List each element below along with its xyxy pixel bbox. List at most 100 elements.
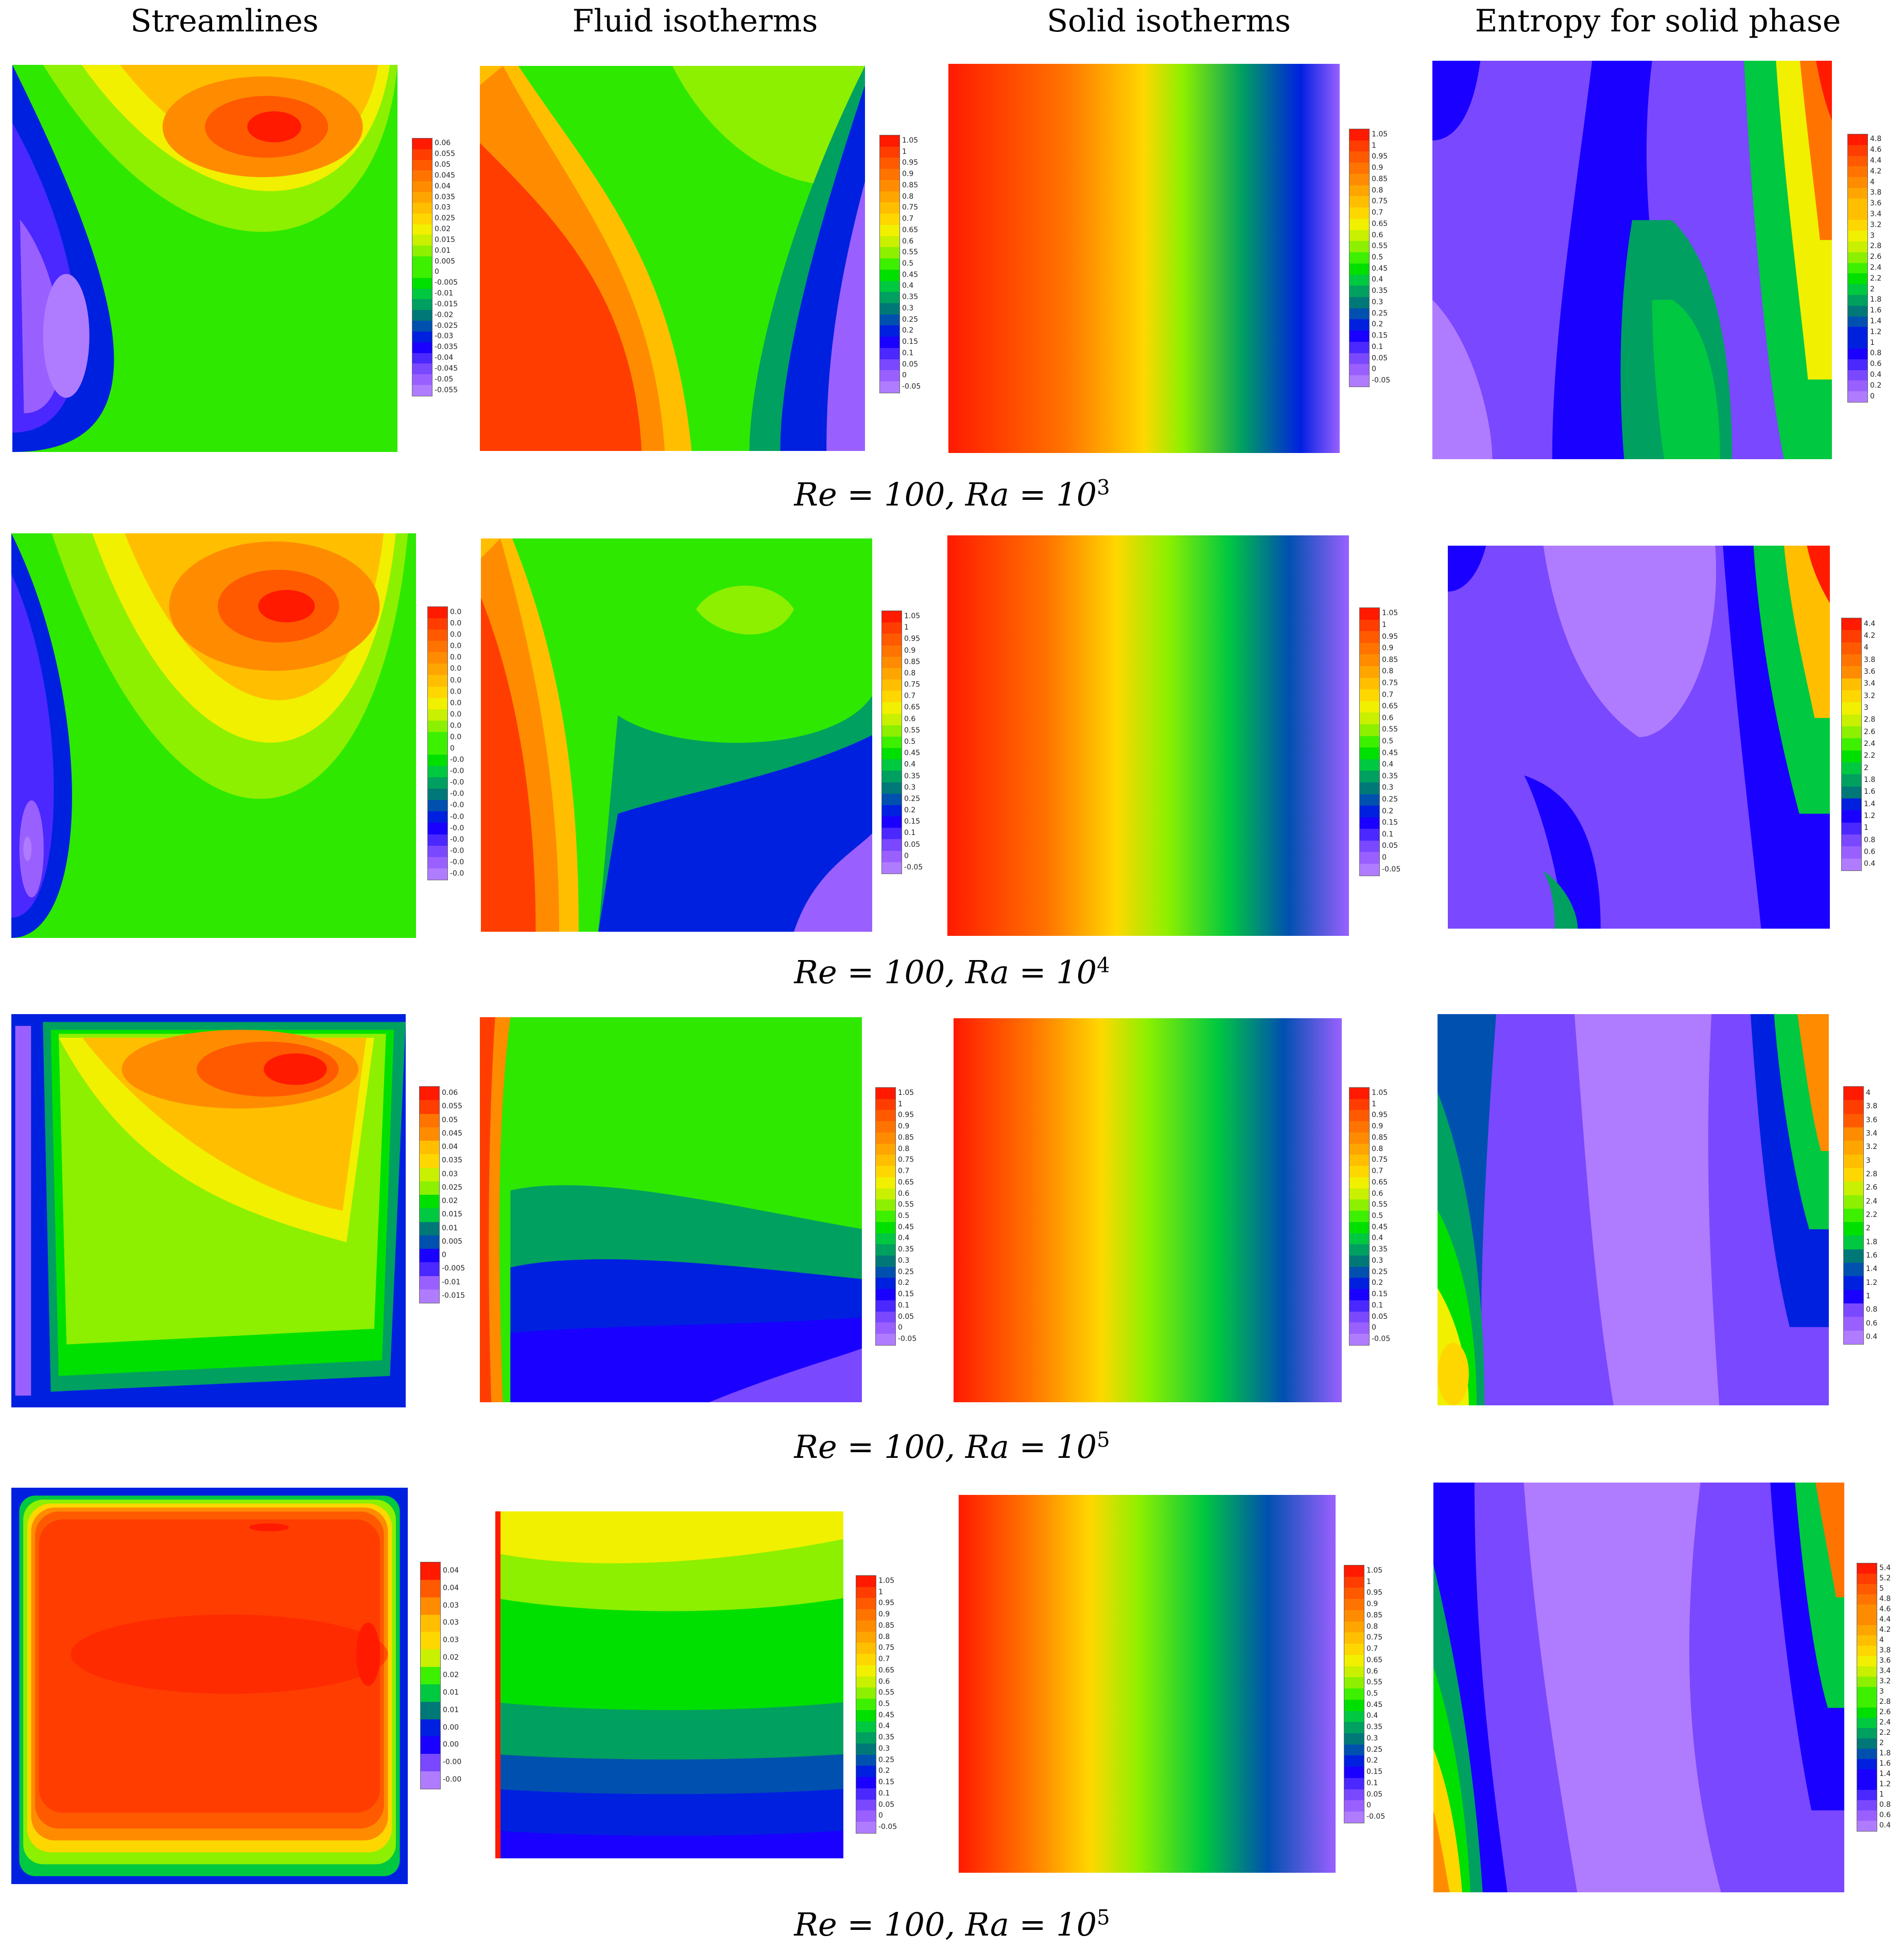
colorbar-band xyxy=(412,149,432,160)
colorbar-tick-label: 0.0 xyxy=(450,642,462,651)
colorbar-band xyxy=(856,1620,876,1632)
colorbar-band xyxy=(856,1587,876,1598)
colorbar-band xyxy=(428,641,447,653)
colorbar-band xyxy=(1842,702,1861,715)
colorbar-band xyxy=(421,1701,440,1719)
colorbar-band xyxy=(428,675,447,687)
colorbar-band xyxy=(1848,273,1867,285)
colorbar-tick-label: 0.05 xyxy=(904,840,921,849)
colorbar-band xyxy=(1844,1330,1863,1344)
colorbar-band xyxy=(412,299,432,310)
colorbar-tick-label: 0.1 xyxy=(898,1301,910,1310)
colorbar-band xyxy=(1349,341,1369,353)
colorbar-band xyxy=(880,292,899,304)
colorbar-tick-label: 0 xyxy=(902,371,907,380)
colorbar-tick-label: 0.55 xyxy=(1372,242,1388,251)
colorbar-band xyxy=(428,845,447,857)
colorbar-band xyxy=(412,170,432,182)
colorbar-band xyxy=(1857,1810,1877,1821)
colorbar-band xyxy=(1349,196,1369,208)
colorbar-tick-label: 3 xyxy=(1866,1156,1871,1165)
colorbar-tick-label: 1.05 xyxy=(1366,1566,1383,1575)
colorbar-band xyxy=(1360,817,1379,829)
colorbar-band xyxy=(1842,714,1861,726)
colorbar-tick-label: 0.55 xyxy=(902,248,919,257)
colorbar-band xyxy=(880,269,899,281)
colorbar-tick-label: 0.75 xyxy=(902,203,919,212)
colorbar-band xyxy=(1857,1605,1877,1615)
colorbar-band xyxy=(1842,678,1861,690)
colorbar-tick-label: 0.4 xyxy=(1870,371,1882,379)
colorbar-band xyxy=(1848,370,1867,381)
colorbar-band xyxy=(1848,348,1867,359)
colorbar-band xyxy=(880,191,899,203)
colorbar-tick-label: -0.03 xyxy=(435,332,454,341)
colorbar-band xyxy=(1344,1733,1364,1745)
colorbar-tick-label: 0.55 xyxy=(898,1200,914,1209)
colorbar-band xyxy=(421,1649,440,1667)
colorbar-tick-label: 0.45 xyxy=(878,1711,895,1719)
colorbar-band xyxy=(1349,1233,1369,1245)
colorbar-band xyxy=(1848,284,1867,295)
colorbar-bands xyxy=(875,1087,896,1346)
colorbar-band xyxy=(1848,391,1867,402)
colorbar-band xyxy=(880,258,899,270)
colorbar-tick-label: 0.2 xyxy=(904,806,916,815)
colorbar-band xyxy=(880,347,899,359)
colorbar-band xyxy=(1344,1711,1364,1722)
colorbar-tick-label: 2.2 xyxy=(1879,1729,1891,1737)
colorbar-tick-label: 0.75 xyxy=(1366,1633,1383,1642)
colorbar-band xyxy=(1844,1154,1863,1168)
colorbar-tick-label: 1 xyxy=(1372,1100,1376,1108)
colorbar-band xyxy=(1842,774,1861,787)
colorbar-band xyxy=(882,850,902,862)
colorbar-band xyxy=(1349,297,1369,308)
colorbar-band xyxy=(876,1334,895,1345)
colorbar-band xyxy=(856,1799,876,1811)
colorbar-tick-label: 3.2 xyxy=(1879,1677,1891,1685)
colorbar-band xyxy=(1848,263,1867,274)
streamlines-plot-row1 xyxy=(12,65,397,452)
colorbar-band xyxy=(1842,822,1861,834)
colorbar-tick-label: 3.8 xyxy=(1879,1646,1891,1654)
colorbar-band xyxy=(882,828,902,840)
colorbar-band xyxy=(1349,151,1369,163)
colorbar-band xyxy=(882,634,902,646)
colorbar-tick-label: 1.8 xyxy=(1879,1749,1891,1757)
colorbar-tick-label: 0.03 xyxy=(442,1170,458,1178)
colorbar-band xyxy=(882,793,902,805)
colorbar-tick-label: 3.4 xyxy=(1879,1667,1891,1675)
colorbar-band xyxy=(1848,198,1867,210)
solid-isotherms-plot-row4 xyxy=(959,1495,1336,1873)
colorbar-tick-label: 4.2 xyxy=(1864,632,1876,640)
colorbar-tick-label: 0.02 xyxy=(443,1671,459,1679)
colorbar-tick-label: 0.65 xyxy=(1372,219,1388,228)
colorbar-tick-label: 0.1 xyxy=(878,1789,890,1798)
colorbar-band xyxy=(428,731,447,743)
colorbar-tick-label: 1.05 xyxy=(878,1576,895,1585)
colorbar-band xyxy=(876,1244,895,1256)
colorbar-tick-label: 0.35 xyxy=(1382,772,1398,780)
colorbar-band xyxy=(428,686,447,698)
colorbar-tick-label: 2.6 xyxy=(1879,1708,1891,1716)
colorbar-streamlines-row1: 0.06 0.055 0.05 0.045 0.04 0.035 0.03 0.025 0.02… xyxy=(412,138,463,396)
colorbar-band xyxy=(880,337,899,348)
colorbar-tick-label: 0.15 xyxy=(878,1778,895,1787)
colorbar-tick-label: 0.8 xyxy=(1879,1801,1891,1809)
colorbar-band xyxy=(1842,834,1861,847)
colorbar-band xyxy=(420,1262,439,1276)
colorbar-tick-label: 1.4 xyxy=(1870,317,1882,325)
colorbar-tick-label: 0 xyxy=(1382,853,1387,862)
colorbar-band xyxy=(856,1732,876,1744)
colorbar-tick-label: 3.8 xyxy=(1864,655,1876,664)
colorbar-tick-label: 0.045 xyxy=(442,1129,463,1138)
colorbar-band xyxy=(1349,1266,1369,1278)
colorbar-band xyxy=(412,267,432,278)
colorbar-tick-label: -0.0 xyxy=(450,778,464,787)
colorbar-band xyxy=(856,1576,876,1587)
colorbar-band xyxy=(880,325,899,337)
colorbar-band xyxy=(1842,798,1861,811)
colorbar-tick-label: 1.4 xyxy=(1864,799,1876,808)
colorbar-band xyxy=(1844,1249,1863,1263)
colorbar-tick-label: 0.04 xyxy=(435,182,451,190)
